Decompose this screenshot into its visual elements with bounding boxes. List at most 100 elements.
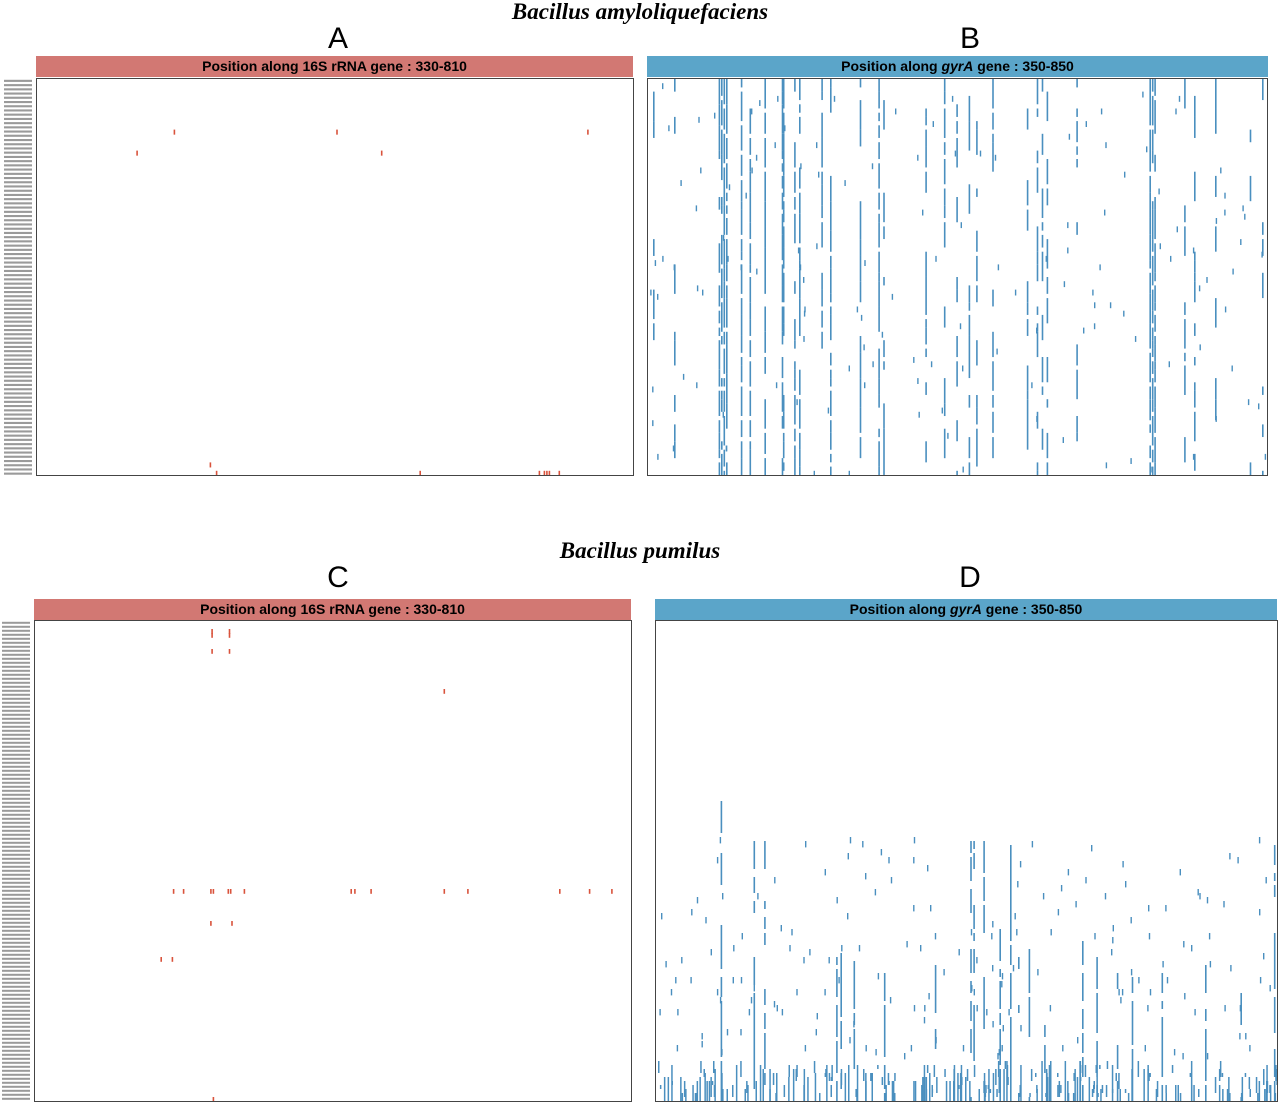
variant-mark	[1155, 1089, 1158, 1101]
variant-mark	[740, 239, 743, 252]
variant-mark	[883, 1025, 886, 1057]
variant-mark	[878, 213, 880, 223]
y-tick-label	[2, 813, 30, 816]
variant-mark	[1205, 965, 1207, 993]
variant-mark	[1241, 1077, 1244, 1101]
variant-mark	[1273, 933, 1276, 965]
variant-mark	[1249, 462, 1252, 475]
variant-mark	[803, 277, 805, 283]
variant-mark	[883, 1005, 886, 1025]
variant-mark	[859, 79, 862, 88]
variant-mark	[799, 260, 801, 269]
variant-mark	[1154, 79, 1156, 96]
variant-mark	[700, 1061, 702, 1073]
variant-mark	[1194, 281, 1196, 303]
variant-mark	[1105, 462, 1108, 469]
variant-mark	[925, 251, 927, 277]
variant-mark	[804, 306, 806, 313]
variant-mark	[718, 327, 721, 337]
variant-mark	[728, 184, 731, 191]
variant-mark	[796, 989, 798, 996]
variant-mark	[1249, 175, 1252, 202]
variant-mark	[965, 1077, 967, 1101]
variant-mark	[920, 945, 922, 952]
variant-mark	[799, 213, 801, 244]
variant-mark	[935, 255, 937, 262]
variant-mark	[794, 171, 796, 193]
y-tick-label	[4, 447, 32, 450]
variant-mark	[970, 841, 972, 853]
variant-mark	[883, 403, 885, 429]
variant-mark	[840, 1009, 842, 1017]
variant-mark	[751, 108, 753, 115]
variant-mark	[173, 129, 176, 135]
variant-mark	[710, 1077, 712, 1085]
variant-mark	[1091, 845, 1093, 852]
y-tick-label	[2, 1033, 30, 1036]
variant-mark	[211, 629, 213, 634]
y-tick-label	[2, 657, 30, 660]
y-tick-label	[4, 282, 32, 285]
variant-mark	[1068, 133, 1071, 140]
variant-mark	[1046, 399, 1049, 408]
variant-mark	[764, 247, 766, 277]
variant-mark	[1215, 378, 1217, 400]
y-tick-label	[2, 973, 30, 976]
variant-mark	[970, 1001, 972, 1013]
variant-mark	[1112, 925, 1114, 932]
variant-mark	[721, 1049, 723, 1056]
y-tick-label	[2, 889, 30, 892]
variant-mark	[910, 1045, 913, 1052]
variant-mark	[821, 289, 823, 307]
variant-mark	[818, 171, 820, 178]
variant-mark	[1118, 989, 1120, 996]
variant-mark	[753, 957, 756, 985]
variant-mark	[956, 361, 958, 387]
variant-mark	[1275, 1065, 1277, 1081]
variant-mark	[212, 1097, 215, 1101]
variant-mark	[1161, 1017, 1164, 1045]
y-tick-label	[4, 231, 32, 235]
variant-mark	[1184, 437, 1186, 463]
variant-mark	[543, 470, 546, 475]
variant-mark	[1096, 1041, 1098, 1077]
panel-letter-c: C	[327, 561, 349, 594]
variant-mark	[830, 1085, 832, 1097]
y-tick-label	[4, 113, 32, 116]
variant-mark	[958, 1085, 960, 1089]
strip-b-label-prefix: Position along	[841, 58, 942, 74]
variant-mark	[853, 1021, 855, 1028]
variant-mark	[819, 1093, 821, 1101]
variant-mark	[976, 407, 978, 425]
variant-mark	[1215, 175, 1217, 197]
variant-mark	[718, 125, 721, 151]
variant-mark	[999, 981, 1001, 1009]
strip-b: Position along gyrA gene : 350-850	[647, 56, 1268, 77]
variant-mark	[721, 129, 723, 155]
variant-mark	[863, 1069, 865, 1081]
variant-mark	[710, 1085, 712, 1097]
variant-mark	[1057, 1073, 1059, 1077]
variant-mark	[740, 1061, 742, 1077]
variant-mark	[953, 1069, 955, 1101]
variant-mark	[1096, 1077, 1098, 1093]
variant-mark	[1154, 407, 1156, 433]
y-tick-label	[2, 953, 30, 956]
variant-mark	[999, 929, 1001, 961]
y-tick-label	[2, 933, 30, 936]
variant-mark	[813, 1061, 816, 1073]
variant-mark	[960, 1065, 963, 1101]
variant-mark	[702, 289, 704, 296]
variant-mark	[1076, 79, 1078, 88]
variant-mark	[1170, 255, 1172, 262]
variant-mark	[1031, 841, 1034, 848]
variant-mark	[750, 997, 753, 1004]
variant-mark	[1046, 188, 1049, 206]
variant-mark	[782, 272, 785, 303]
variant-mark	[794, 361, 796, 370]
y-tick-label	[4, 265, 32, 268]
variant-mark	[849, 837, 852, 844]
variant-mark	[1148, 1073, 1150, 1081]
variant-mark	[721, 154, 723, 181]
variant-mark	[1215, 218, 1218, 224]
